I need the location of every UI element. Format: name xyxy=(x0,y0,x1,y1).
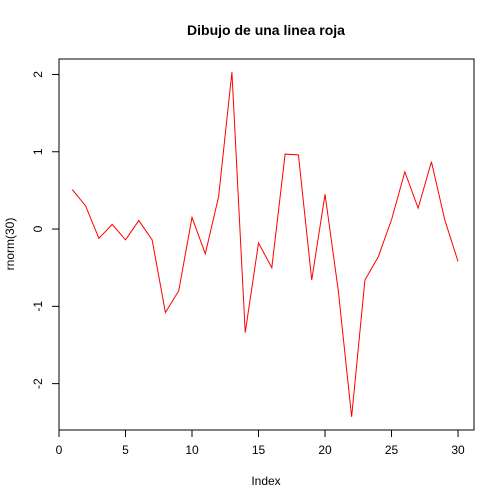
x-tick-label: 20 xyxy=(318,443,332,457)
y-tick-label: 1 xyxy=(31,148,45,155)
y-tick-label: -1 xyxy=(31,301,45,312)
y-tick-label: 0 xyxy=(31,225,45,232)
series-line xyxy=(71,72,459,417)
x-tick-label: 30 xyxy=(451,443,465,457)
series-layer xyxy=(71,72,459,417)
x-axis-label: Index xyxy=(251,474,280,488)
x-tick-label: 10 xyxy=(185,443,199,457)
y-axis: -2 -1 0 1 2 xyxy=(31,71,60,389)
chart-title: Dibujo de una linea roja xyxy=(187,22,345,38)
x-tick-label: 0 xyxy=(56,443,63,457)
x-tick-label: 25 xyxy=(385,443,399,457)
y-axis-label: rnorm(30) xyxy=(3,218,17,271)
x-axis: 0 5 10 15 20 25 30 xyxy=(56,429,465,457)
y-tick-label: -2 xyxy=(31,378,45,389)
plot-area-border xyxy=(58,58,475,431)
x-tick-label: 15 xyxy=(252,443,266,457)
x-tick-label: 5 xyxy=(122,443,129,457)
y-tick-label: 2 xyxy=(31,71,45,78)
